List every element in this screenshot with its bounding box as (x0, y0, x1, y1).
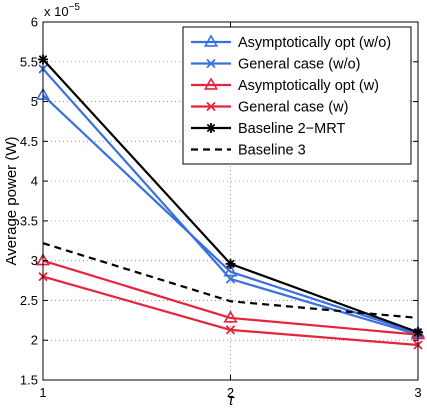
legend: Asymptotically opt (w/o) General case (w/… (182, 26, 412, 165)
series-6 (42, 242, 419, 320)
legend-marker (206, 101, 216, 112)
data-point (225, 258, 236, 269)
series-layer (35, 54, 426, 350)
y-exponent: x 10−5 (44, 2, 80, 19)
data-point (225, 325, 236, 335)
legend-label: Baseline 2−MRT (238, 121, 345, 137)
legend-label: General case (w) (238, 100, 348, 116)
y-tick-label: 4.5 (20, 134, 38, 149)
legend-marker (203, 77, 219, 90)
series-line (42, 94, 419, 335)
data-point (223, 310, 238, 323)
data-point (225, 274, 236, 284)
legend-label: Asymptotically opt (w) (238, 78, 379, 94)
data-point (223, 264, 238, 277)
y-tick-label: 4 (31, 174, 38, 189)
x-tick-label: 2 (227, 385, 234, 400)
legend-marker (206, 123, 216, 133)
x-tick-label: 1 (39, 385, 46, 400)
y-exponent-power: −5 (69, 2, 81, 13)
y-axis-label: Average power (W) (3, 137, 20, 266)
x-tick-label: 3 (414, 385, 421, 400)
y-tick-label: 2 (31, 333, 38, 348)
x-axis-label: τ (228, 392, 235, 409)
y-tick-label: 2.5 (20, 293, 38, 308)
legend-marker (203, 34, 219, 47)
legend-marker (206, 58, 216, 69)
y-tick-label: 5.5 (20, 54, 38, 69)
series-line (42, 259, 419, 336)
legend-label: General case (w/o) (238, 57, 361, 73)
series-line (42, 242, 419, 320)
y-tick-label: 3.5 (20, 213, 38, 228)
y-tick-label: 6 (31, 15, 38, 30)
legend-label: Baseline 3 (238, 143, 306, 159)
y-tick-label: 5 (31, 94, 38, 109)
y-tick-label: 1.5 (20, 373, 38, 388)
legend-label: Asymptotically opt (w/o) (238, 35, 391, 51)
legend-box (182, 26, 412, 165)
y-exponent-base: x 10 (44, 4, 69, 19)
ticks: 1 2 3 1.5 2 2.5 3 3.5 4 4.5 5 5.5 6 (20, 15, 422, 401)
y-tick-label: 3 (31, 253, 38, 268)
